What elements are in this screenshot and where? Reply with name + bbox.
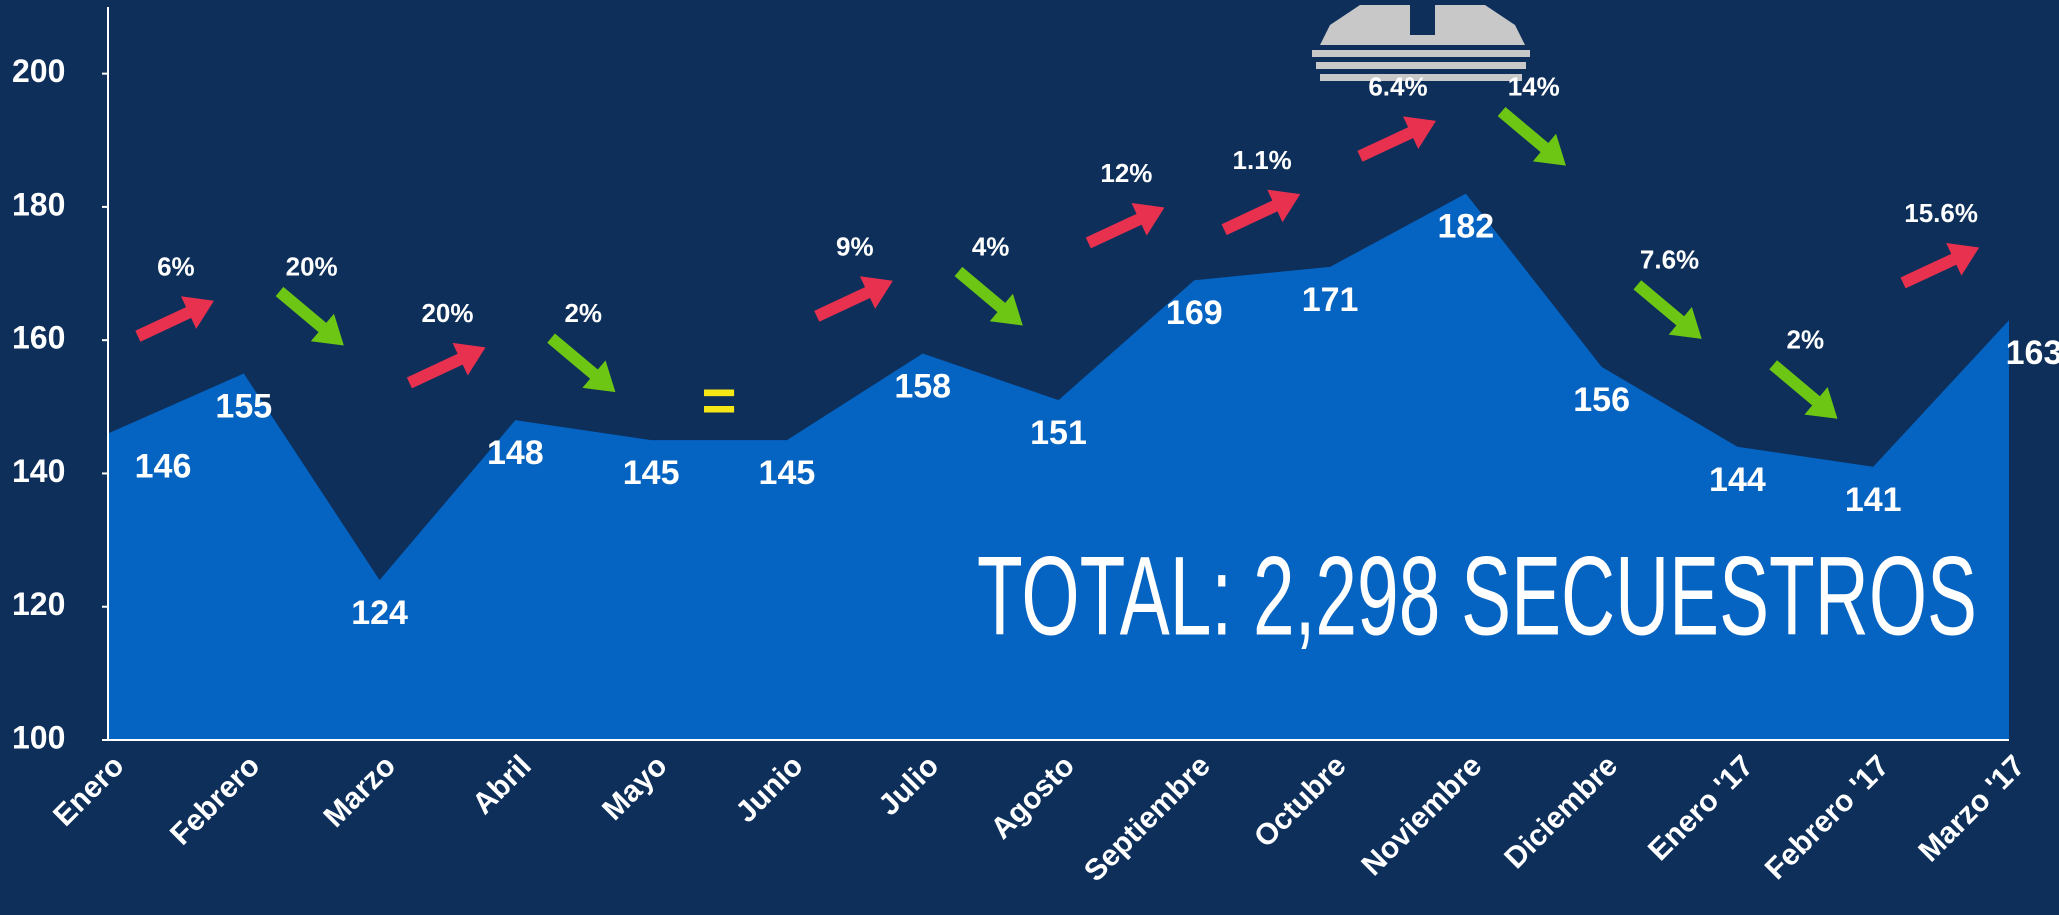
change-label: 2% [1787, 325, 1825, 355]
change-label: 15.6% [1904, 198, 1978, 228]
arrow-shape [1769, 360, 1838, 419]
change-arrow [1497, 106, 1566, 166]
change-arrow [1085, 202, 1165, 249]
value-label: 155 [215, 387, 272, 425]
arrow-shape [1357, 116, 1437, 162]
arrow-shape [547, 333, 616, 393]
y-tick-label: 120 [12, 586, 65, 622]
arrow-shape [1900, 242, 1980, 289]
change-label: 6.4% [1368, 71, 1427, 101]
arrow-shape [954, 266, 1023, 326]
value-label: 156 [1573, 381, 1630, 419]
change-arrow [1633, 280, 1702, 339]
arrow-shape [1633, 280, 1702, 339]
value-label: 124 [351, 594, 408, 632]
value-label: 144 [1709, 461, 1766, 499]
arrow-shape [406, 342, 486, 389]
value-label: 146 [135, 447, 192, 485]
value-label: 148 [487, 434, 544, 472]
arrow-shape [814, 276, 893, 322]
change-arrow [406, 342, 486, 389]
area [108, 193, 2009, 741]
value-label: 171 [1302, 281, 1359, 319]
value-label: 145 [759, 454, 816, 492]
y-tick-label: 180 [12, 186, 65, 222]
change-arrow [135, 296, 214, 342]
change-arrow [1357, 116, 1437, 162]
change-arrow [275, 286, 344, 346]
y-tick-label: 140 [12, 453, 65, 489]
arrow-shape [1085, 202, 1165, 249]
change-label: 20% [421, 298, 473, 328]
change-label: 20% [286, 251, 338, 281]
value-label: 151 [1030, 414, 1087, 452]
change-arrow [1900, 242, 1980, 289]
change-label: 14% [1508, 71, 1560, 101]
change-arrow [1221, 189, 1301, 236]
arrow-shape [275, 286, 344, 346]
arrow-shape [1497, 106, 1566, 166]
arrow-shape [135, 296, 214, 342]
value-label: 182 [1437, 208, 1494, 246]
change-label: 2% [564, 298, 602, 328]
value-label: 158 [894, 367, 951, 405]
change-label: 12% [1100, 158, 1152, 188]
change-label: 7.6% [1640, 245, 1699, 275]
value-label: 169 [1166, 294, 1223, 332]
total-annotation: TOTAL: 2,298 SECUESTROS [977, 534, 1977, 659]
change-label: = [702, 367, 737, 434]
value-label: 145 [623, 454, 680, 492]
y-tick-label: 100 [12, 719, 65, 755]
change-arrow [547, 333, 616, 393]
value-label: 141 [1845, 481, 1902, 519]
change-label: 9% [836, 231, 874, 261]
y-tick-label: 160 [12, 320, 65, 356]
change-label: 4% [972, 231, 1010, 261]
y-tick-label: 200 [12, 53, 65, 89]
change-label: 6% [157, 251, 195, 281]
change-label: 1.1% [1233, 145, 1292, 175]
arrow-shape [1221, 189, 1301, 236]
change-arrow [814, 276, 893, 322]
change-arrow [1769, 360, 1838, 419]
value-label: 163 [2006, 334, 2059, 372]
change-arrow [954, 266, 1023, 326]
icon [1312, 5, 1530, 81]
